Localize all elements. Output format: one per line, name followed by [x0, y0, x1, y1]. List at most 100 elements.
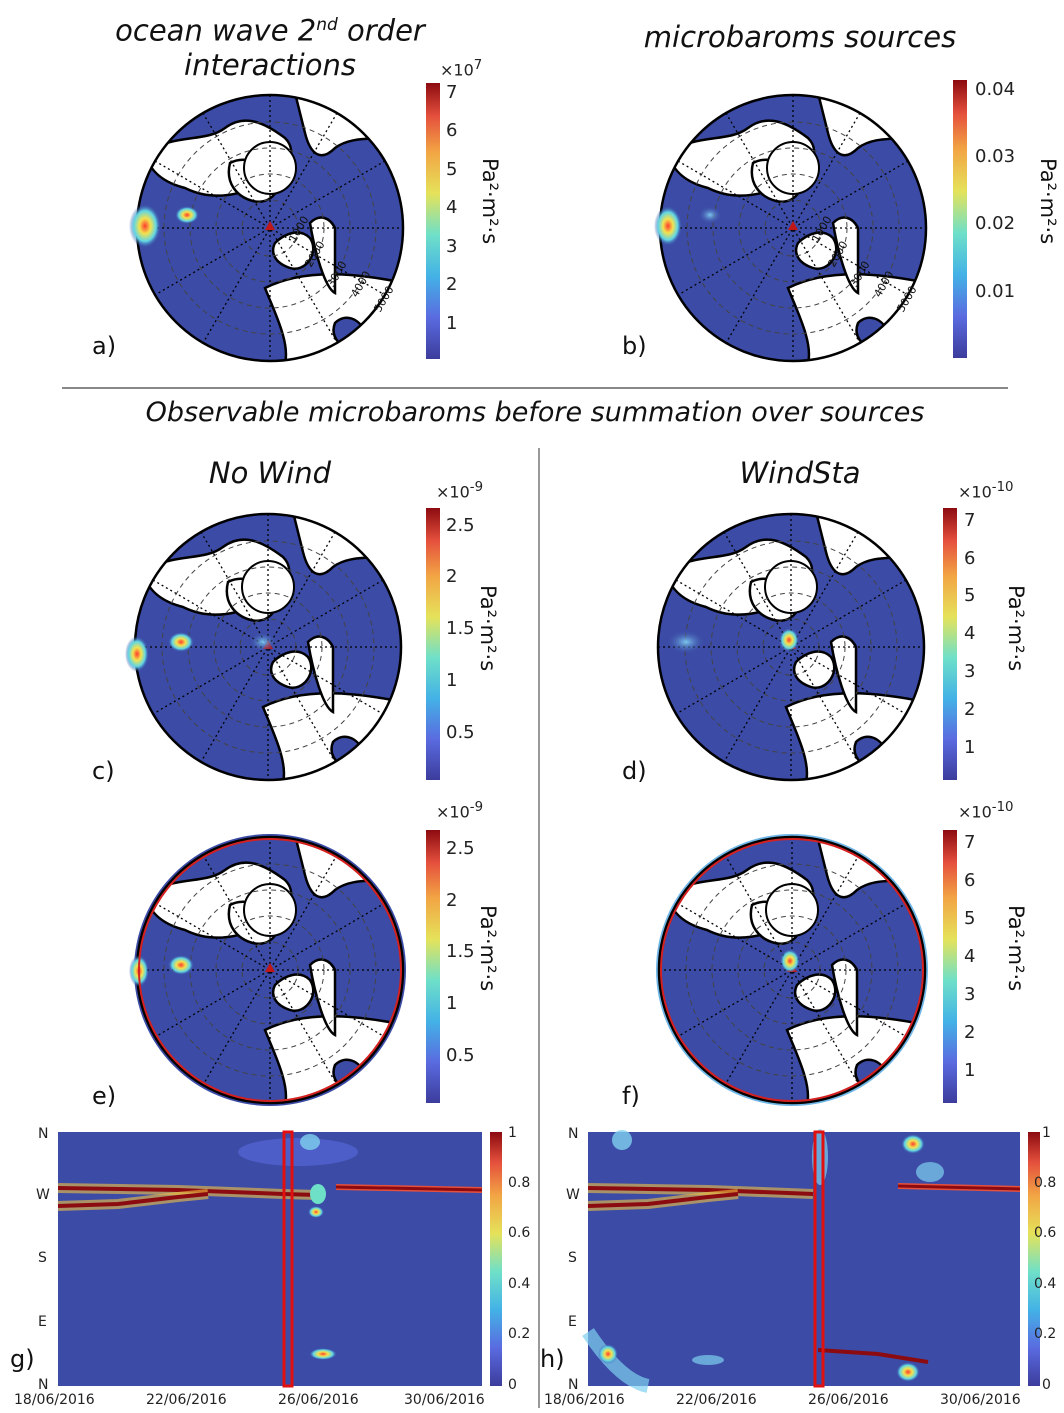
map-d	[656, 512, 926, 782]
map-a: 1000 2000 3000 4000 5000	[129, 93, 405, 363]
title-a-line1-rest: order	[337, 13, 425, 48]
panel-label-c: c)	[92, 757, 115, 785]
heatmap-g	[57, 1130, 483, 1388]
unit-f: Pa²·m²·s	[1004, 905, 1028, 992]
cb-h-tick-08: 0.8	[1034, 1175, 1057, 1191]
map-c	[125, 512, 403, 782]
cb-f-tick-3: 3	[964, 984, 976, 1005]
panel-label-b: b)	[622, 332, 647, 360]
cb-a-tick-6: 6	[446, 120, 458, 141]
cb-h-tick-0: 0	[1042, 1377, 1051, 1393]
colorbar-d	[943, 508, 957, 780]
title-b: microbaroms sources	[643, 20, 957, 54]
cb-g-tick-0: 0	[508, 1377, 517, 1393]
title-a: ocean wave 2nd order interactions	[90, 8, 450, 82]
cb-g-tick-02: 0.2	[508, 1326, 531, 1342]
unit-d: Pa²·m²·s	[1004, 585, 1028, 672]
g-xtick-2606: 26/06/2016	[278, 1392, 359, 1408]
h-xtick-3006: 30/06/2016	[940, 1392, 1021, 1408]
h-ytick-w: W	[566, 1187, 580, 1203]
title-a-sup: nd	[316, 15, 338, 35]
cb-e-tick-15: 1.5	[446, 941, 475, 962]
heatmap-h	[582, 1129, 1021, 1393]
cb-d-tick-5: 5	[964, 585, 976, 606]
h-xtick-2606: 26/06/2016	[808, 1392, 889, 1408]
map-f	[656, 833, 929, 1107]
cb-d-multiplier: ×10-10	[958, 480, 1014, 502]
cb-c-tick-25: 2.5	[446, 515, 475, 536]
cb-a-tick-4: 4	[446, 197, 458, 218]
panel-label-g: g)	[10, 1345, 35, 1373]
cb-e-tick-1: 1	[446, 993, 458, 1014]
panel-label-h: h)	[540, 1345, 565, 1373]
section-title: Observable microbaroms before summation …	[145, 397, 925, 428]
title-no-wind: No Wind	[208, 456, 332, 490]
cb-f-tick-4: 4	[964, 946, 976, 967]
cb-e-tick-2: 2	[446, 890, 458, 911]
g-ytick-n-bottom: N	[38, 1377, 49, 1393]
cb-a-tick-3: 3	[446, 236, 458, 257]
cb-g-tick-06: 0.6	[508, 1225, 531, 1241]
cb-g-tick-08: 0.8	[508, 1175, 531, 1191]
cb-c-tick-1: 1	[446, 670, 458, 691]
h-xtick-2206: 22/06/2016	[676, 1392, 757, 1408]
h-ytick-n-bottom: N	[568, 1377, 579, 1393]
cb-c-tick-15: 1.5	[446, 618, 475, 639]
cb-f-tick-5: 5	[964, 908, 976, 929]
cb-c-tick-05: 0.5	[446, 722, 475, 743]
h-ytick-s: S	[568, 1250, 577, 1266]
cb-e-multiplier: ×10-9	[436, 800, 484, 822]
cb-g-tick-04: 0.4	[508, 1276, 531, 1292]
g-xtick-3006: 30/06/2016	[404, 1392, 485, 1408]
panel-label-f: f)	[622, 1082, 640, 1110]
panel-label-d: d)	[622, 757, 647, 785]
cb-a-tick-2: 2	[446, 274, 458, 295]
colorbar-a	[426, 83, 440, 359]
cb-b-tick-001: 0.01	[975, 281, 1016, 302]
cb-a-tick-7: 7	[446, 82, 458, 103]
title-a-line1: ocean wave 2	[115, 13, 317, 48]
unit-a: Pa²·m²·s	[478, 158, 502, 245]
cb-f-tick-7: 7	[964, 832, 976, 853]
h-xtick-1806: 18/06/2016	[544, 1392, 625, 1408]
cb-e-tick-05: 0.5	[446, 1045, 475, 1066]
colorbar-c	[426, 508, 440, 780]
cb-a-tick-5: 5	[446, 159, 458, 180]
map-e	[129, 833, 407, 1107]
cb-f-tick-2: 2	[964, 1022, 976, 1043]
panel-label-a: a)	[92, 332, 117, 360]
colorbar-f	[943, 830, 957, 1103]
section-divider	[62, 387, 1008, 389]
cb-f-tick-6: 6	[964, 870, 976, 891]
cb-a-tick-1: 1	[446, 313, 458, 334]
cb-b-tick-002: 0.02	[975, 213, 1016, 234]
g-ytick-w: W	[36, 1187, 50, 1203]
title-a-line2: interactions	[184, 47, 356, 82]
cb-c-tick-2: 2	[446, 566, 458, 587]
cb-h-tick-02: 0.2	[1034, 1326, 1057, 1342]
h-ytick-n-top: N	[568, 1126, 579, 1142]
unit-c: Pa²·m²·s	[476, 585, 500, 672]
cb-d-tick-3: 3	[964, 661, 976, 682]
g-ytick-s: S	[38, 1250, 47, 1266]
colorbar-h	[1028, 1132, 1040, 1386]
cb-e-tick-25: 2.5	[446, 838, 475, 859]
column-divider	[538, 448, 540, 1408]
map-b: 1000 2000 3000 4000 5000	[654, 93, 928, 363]
panel-label-e: e)	[92, 1082, 117, 1110]
colorbar-e	[426, 830, 440, 1103]
unit-e: Pa²·m²·s	[476, 905, 500, 992]
cb-f-tick-1: 1	[964, 1060, 976, 1081]
cb-d-tick-4: 4	[964, 623, 976, 644]
cb-h-tick-1: 1	[1042, 1125, 1051, 1141]
colorbar-g	[490, 1132, 502, 1386]
cb-d-tick-6: 6	[964, 548, 976, 569]
cb-f-multiplier: ×10-10	[958, 800, 1014, 822]
unit-b: Pa²·m²·s	[1036, 158, 1060, 245]
g-xtick-1806: 18/06/2016	[14, 1392, 95, 1408]
cb-h-tick-04: 0.4	[1034, 1276, 1057, 1292]
colorbar-b	[953, 80, 967, 358]
g-ytick-n-top: N	[38, 1126, 49, 1142]
h-ytick-e: E	[568, 1314, 577, 1330]
g-ytick-e: E	[38, 1314, 47, 1330]
